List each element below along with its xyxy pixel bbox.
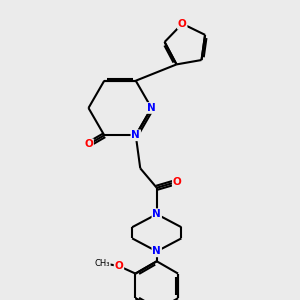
Text: O: O (115, 261, 123, 271)
Text: N: N (131, 130, 140, 140)
Text: O: O (84, 139, 93, 149)
Text: N: N (147, 103, 156, 113)
Text: N: N (152, 246, 161, 256)
Text: O: O (178, 19, 187, 29)
Text: O: O (173, 177, 182, 187)
Text: N: N (152, 209, 161, 219)
Text: CH₃: CH₃ (95, 259, 110, 268)
